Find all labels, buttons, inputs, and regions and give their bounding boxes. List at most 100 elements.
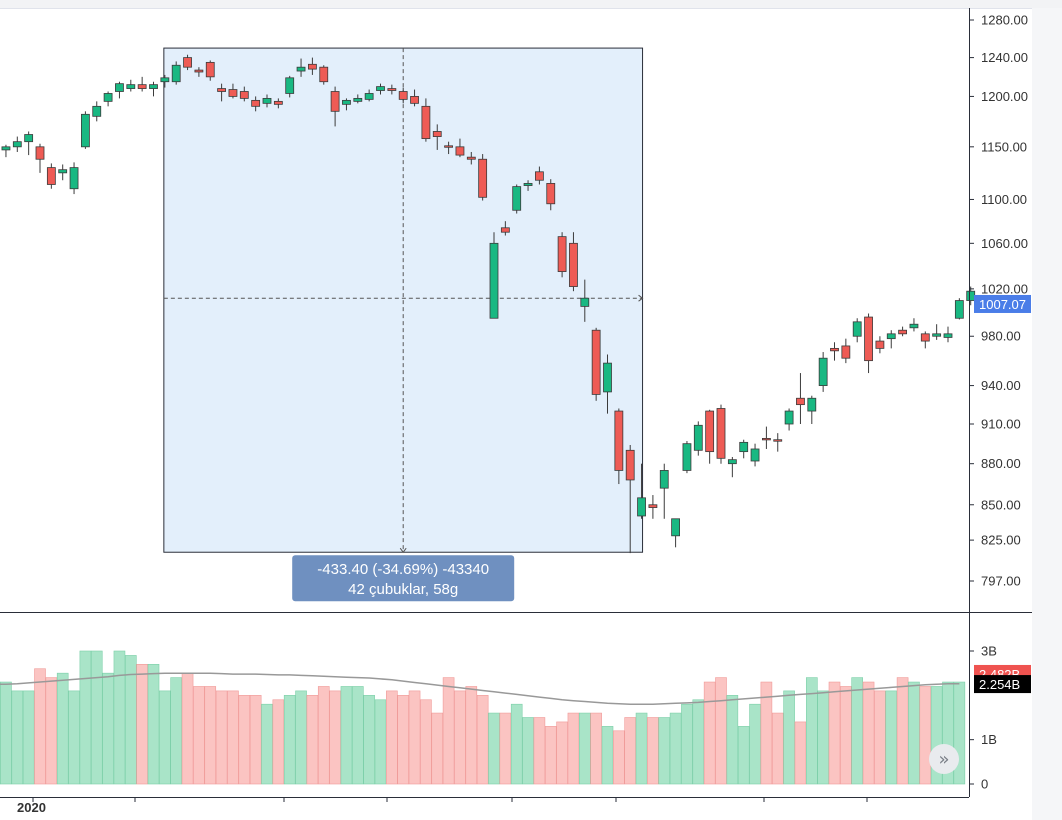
volume-bar	[715, 677, 727, 785]
candle	[58, 164, 68, 181]
measure-arrow-right	[638, 294, 644, 302]
candle	[455, 138, 465, 158]
candle	[875, 336, 885, 354]
volume-bar	[556, 721, 568, 785]
candle-body	[762, 437, 771, 441]
candle-body	[727, 459, 737, 465]
candle	[648, 495, 658, 519]
volume-bar	[533, 717, 546, 785]
candle-body	[478, 158, 488, 198]
candle-body	[637, 497, 646, 517]
candle-body	[773, 439, 783, 442]
volume-tick-label: 1B	[981, 732, 997, 747]
candle	[330, 86, 340, 127]
candle	[92, 101, 102, 122]
price-tick-label: 880.00	[981, 456, 1021, 471]
volume-bar	[635, 712, 648, 785]
candle	[24, 131, 34, 156]
volume-axis: 3B 1B 0	[969, 644, 997, 792]
price-tick-label: 1200.00	[981, 89, 1028, 104]
volume-bar	[170, 677, 182, 785]
volume-bar	[578, 712, 591, 785]
candle	[557, 232, 567, 278]
volume-bar	[908, 681, 920, 785]
candle	[217, 83, 227, 102]
candle	[126, 79, 136, 92]
volume-bar	[79, 650, 92, 785]
volume-bar	[817, 690, 829, 785]
volume-average-badge-label: 2.254B	[979, 677, 1020, 692]
candle-body	[943, 333, 953, 338]
candle	[262, 94, 272, 108]
candle-body	[739, 441, 749, 453]
volume-bar	[329, 690, 341, 785]
candle	[194, 67, 204, 77]
candle	[943, 326, 953, 343]
candle-body	[535, 171, 544, 181]
volume-bar	[45, 677, 58, 785]
candle-body	[262, 97, 272, 104]
volume-bar	[68, 690, 80, 785]
candle	[421, 98, 431, 142]
volume-bar	[544, 726, 557, 785]
volume-bar	[204, 686, 217, 785]
candle	[864, 313, 873, 374]
candle	[750, 443, 760, 467]
candle-body	[24, 134, 34, 143]
volume-bar	[408, 690, 421, 785]
volume-bar	[454, 690, 466, 785]
candle	[376, 83, 385, 95]
candle-body	[909, 323, 919, 329]
candle	[160, 74, 170, 88]
volume-bar	[828, 681, 841, 785]
candle	[137, 76, 147, 92]
volume-tick-label: 3B	[981, 644, 997, 659]
volume-bar	[669, 712, 682, 785]
price-tick-label: 980.00	[981, 329, 1021, 344]
candle-body	[966, 290, 976, 301]
candle-body	[830, 347, 839, 352]
candle	[909, 318, 919, 332]
candle	[478, 154, 488, 201]
last-price-badge-label: 1007.07	[979, 297, 1026, 312]
candle	[228, 83, 238, 99]
volume-bar	[783, 690, 795, 785]
candle-body	[659, 470, 669, 489]
volume-bar	[851, 677, 864, 785]
candle	[353, 94, 363, 104]
volume-bar	[896, 677, 909, 785]
measure-arrow-down	[399, 547, 407, 554]
measure-tooltip-bg	[292, 555, 515, 602]
candle	[149, 81, 158, 97]
price-axis: 1280.00 1240.00 1200.00 1150.00 1100.00 1060.…	[969, 13, 1028, 589]
candle	[659, 463, 669, 519]
candle	[410, 89, 419, 107]
candle	[739, 439, 749, 459]
candle-body	[750, 448, 760, 462]
candle	[546, 179, 556, 211]
candle	[444, 141, 454, 155]
candle	[682, 441, 692, 474]
candle	[342, 98, 351, 111]
volume-bar	[647, 717, 659, 785]
candle-body	[841, 345, 851, 359]
candle	[796, 373, 805, 424]
volume-bar	[317, 686, 330, 785]
volume-bar	[624, 717, 637, 785]
volume-bar	[283, 695, 296, 785]
candle-body	[875, 340, 885, 349]
scroll-to-realtime-button[interactable]: »	[929, 744, 959, 774]
price-tick-label: 1020.00	[981, 281, 1028, 296]
volume-bar	[749, 703, 761, 785]
candle	[500, 221, 510, 236]
volume-bar	[431, 712, 444, 785]
candle	[364, 89, 374, 102]
volume-bar	[488, 712, 500, 785]
candle-body	[126, 84, 136, 89]
volume-bar	[295, 690, 307, 785]
candle	[307, 57, 317, 75]
candle	[762, 426, 771, 449]
candle	[614, 408, 624, 485]
